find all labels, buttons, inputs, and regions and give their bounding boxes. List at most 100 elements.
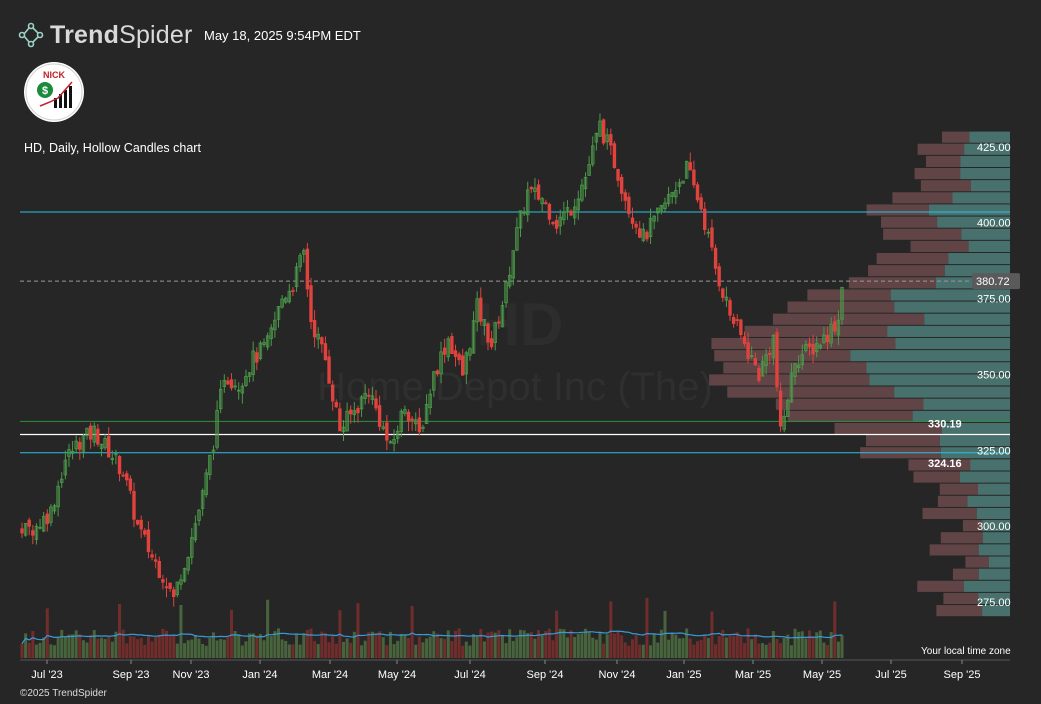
volume-profile-bar-sell: [772, 313, 925, 325]
volume-profile-bar-buy: [964, 143, 1010, 155]
timestamp: May 18, 2025 9:54PM EDT: [204, 28, 361, 43]
volume-bar: [807, 630, 811, 658]
candle-body: [41, 515, 46, 532]
candle-body: [106, 435, 111, 458]
volume-bar: [334, 643, 338, 658]
candle-body: [291, 290, 295, 292]
candle-body: [175, 581, 180, 596]
candle-body: [161, 579, 165, 583]
volume-profile-bar-sell: [965, 556, 989, 568]
volume-bar: [378, 631, 382, 658]
volume-bar: [67, 634, 71, 658]
candle-body: [114, 453, 118, 456]
avatar-text: NICK: [43, 70, 65, 80]
volume-bar: [627, 645, 631, 658]
volume-bar: [316, 644, 320, 658]
candle-body: [186, 557, 190, 571]
candle-body: [284, 297, 288, 303]
volume-profile-bar-buy: [887, 325, 1010, 337]
volume-bar: [298, 644, 302, 658]
candle-body: [721, 288, 725, 298]
candle-body: [731, 316, 736, 324]
candle-body: [56, 485, 60, 508]
candle-body: [489, 338, 494, 348]
candle-body: [619, 176, 624, 194]
volume-bar: [771, 631, 775, 658]
candle-body: [330, 384, 335, 402]
volume-profile-bar-buy: [961, 228, 1010, 240]
volume-profile-bar-sell: [711, 337, 896, 350]
candle-body: [88, 425, 93, 440]
candle-body: [265, 335, 270, 348]
volume-bar: [620, 635, 624, 658]
volume-bar: [710, 611, 714, 658]
x-tick-label: May '25: [803, 669, 841, 681]
candle-body: [208, 454, 212, 475]
candle-body: [78, 441, 82, 450]
volume-bar: [757, 643, 761, 658]
volume-bar: [45, 608, 49, 658]
candle-body: [786, 400, 790, 417]
volume-bar: [374, 633, 378, 658]
volume-bar: [482, 641, 486, 658]
volume-bar: [197, 638, 201, 658]
volume-bar: [580, 633, 584, 658]
brand-logo: TrendSpider: [18, 20, 193, 50]
volume-bar: [211, 632, 215, 658]
x-tick-label: Sep '23: [113, 669, 150, 681]
volume-profile-bar-sell: [929, 544, 979, 556]
candle-body: [190, 537, 194, 558]
candle-body: [410, 418, 414, 421]
candle-body: [764, 354, 768, 367]
candle-body: [482, 319, 487, 326]
volume-bar: [432, 631, 436, 658]
candle-body: [302, 250, 306, 255]
volume-bar: [190, 639, 194, 658]
candle-body: [182, 568, 187, 582]
candle-body: [276, 306, 281, 320]
trendspider-logo-icon: [18, 22, 44, 48]
candle-body: [692, 169, 696, 186]
candle-body: [724, 296, 729, 301]
volume-bar: [508, 629, 512, 658]
candle-body: [417, 417, 422, 433]
candle-body: [388, 441, 393, 444]
candle-body: [446, 338, 450, 358]
volume-profile-bar-sell: [866, 204, 929, 216]
volume-bar: [34, 644, 38, 658]
volume-profile-bar-buy: [924, 313, 1010, 325]
volume-bar: [591, 637, 595, 658]
candle-body: [233, 385, 237, 388]
candle-body: [544, 202, 548, 205]
candle-body: [457, 353, 461, 361]
volume-profile-bar-buy: [960, 167, 1010, 180]
volume-bar: [439, 638, 443, 658]
candle-body: [558, 216, 562, 227]
volume-bar: [49, 644, 53, 658]
volume-profile-bar-sell: [939, 483, 979, 495]
volume-bar: [573, 637, 577, 658]
y-tick-label: 325.00: [977, 445, 1011, 457]
volume-bar: [649, 645, 653, 658]
volume-bar: [699, 639, 703, 658]
candle-body: [666, 194, 671, 204]
candle-body: [211, 449, 216, 454]
volume-profile-bar-sell: [962, 520, 983, 532]
candle-body: [442, 347, 447, 355]
volume-bar: [63, 637, 67, 658]
volume-bar: [822, 642, 826, 658]
volume-profile-bar-sell: [917, 143, 965, 155]
volume-profile-bar-buy: [978, 568, 1010, 580]
volume-bar: [143, 644, 147, 658]
volume-bar: [421, 642, 425, 658]
candle-body: [370, 395, 375, 400]
volume-bar: [768, 642, 772, 658]
volume-bar: [446, 630, 450, 658]
volume-profile-bar-sell: [881, 216, 938, 228]
volume-bar: [453, 630, 457, 658]
volume-bar: [634, 635, 638, 658]
candle-body: [623, 192, 627, 201]
candle-body: [598, 120, 602, 137]
volume-bar: [280, 639, 284, 658]
